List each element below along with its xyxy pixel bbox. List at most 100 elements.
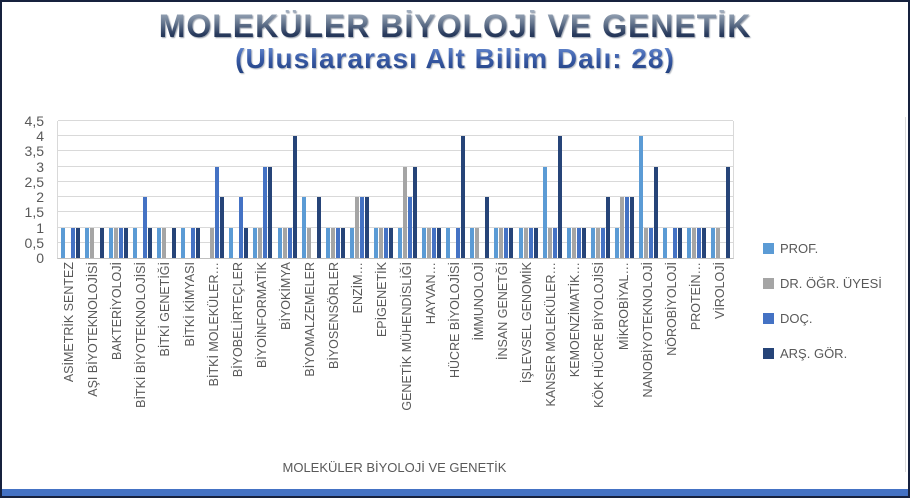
- bar[interactable]: [581, 228, 586, 258]
- bar[interactable]: [413, 167, 418, 258]
- bar[interactable]: [282, 228, 287, 258]
- legend-item[interactable]: PROF.: [763, 241, 882, 256]
- bar[interactable]: [191, 228, 196, 258]
- bar[interactable]: [89, 228, 94, 258]
- bar[interactable]: [287, 228, 292, 258]
- bar[interactable]: [408, 197, 413, 258]
- bar[interactable]: [552, 228, 557, 258]
- bar[interactable]: [422, 228, 427, 258]
- bar[interactable]: [494, 228, 499, 258]
- bar[interactable]: [398, 228, 403, 258]
- bar[interactable]: [340, 228, 345, 258]
- bar[interactable]: [605, 197, 610, 258]
- bar[interactable]: [504, 228, 509, 258]
- bar[interactable]: [113, 228, 118, 258]
- bar[interactable]: [726, 167, 731, 258]
- bar[interactable]: [509, 228, 514, 258]
- bar[interactable]: [123, 228, 128, 258]
- bar[interactable]: [108, 228, 113, 258]
- bar[interactable]: [557, 136, 562, 258]
- bar[interactable]: [301, 197, 306, 258]
- bar[interactable]: [673, 228, 678, 258]
- bar[interactable]: [181, 228, 186, 258]
- bar[interactable]: [373, 228, 378, 258]
- bar[interactable]: [268, 167, 273, 258]
- bar[interactable]: [697, 228, 702, 258]
- bar[interactable]: [620, 197, 624, 258]
- bar[interactable]: [70, 228, 75, 258]
- bar[interactable]: [692, 228, 697, 258]
- bar[interactable]: [687, 228, 692, 258]
- bar[interactable]: [432, 228, 437, 258]
- bar[interactable]: [316, 197, 321, 258]
- bar[interactable]: [595, 228, 600, 258]
- bar[interactable]: [600, 228, 605, 258]
- bar[interactable]: [461, 136, 466, 258]
- bar[interactable]: [99, 228, 104, 258]
- bar[interactable]: [590, 228, 595, 258]
- bar[interactable]: [644, 228, 649, 258]
- bar[interactable]: [533, 228, 538, 258]
- bar[interactable]: [258, 228, 263, 258]
- bar[interactable]: [161, 228, 166, 258]
- bar[interactable]: [132, 228, 137, 258]
- bar[interactable]: [702, 228, 707, 258]
- bar[interactable]: [446, 228, 451, 258]
- bar[interactable]: [239, 197, 244, 258]
- bar[interactable]: [210, 228, 215, 258]
- bar[interactable]: [678, 228, 683, 258]
- bar[interactable]: [354, 197, 359, 258]
- bar[interactable]: [625, 197, 629, 258]
- bar[interactable]: [147, 228, 152, 258]
- bar[interactable]: [475, 228, 480, 258]
- bar[interactable]: [306, 228, 311, 258]
- bar[interactable]: [244, 228, 249, 258]
- bar[interactable]: [359, 197, 364, 258]
- bar[interactable]: [456, 228, 461, 258]
- bar[interactable]: [711, 228, 716, 258]
- bar[interactable]: [649, 228, 654, 258]
- bar[interactable]: [639, 136, 644, 258]
- bar[interactable]: [388, 228, 393, 258]
- bar[interactable]: [253, 228, 258, 258]
- bar[interactable]: [118, 228, 123, 258]
- bar[interactable]: [499, 228, 504, 258]
- bar[interactable]: [325, 228, 330, 258]
- legend-item[interactable]: ARŞ. GÖR.: [763, 346, 882, 361]
- bar[interactable]: [215, 167, 220, 258]
- bar[interactable]: [571, 228, 576, 258]
- bar[interactable]: [437, 228, 442, 258]
- bar[interactable]: [229, 228, 234, 258]
- bar[interactable]: [528, 228, 533, 258]
- bar[interactable]: [654, 167, 659, 258]
- bar[interactable]: [518, 228, 523, 258]
- legend-item[interactable]: DOÇ.: [763, 311, 882, 326]
- bar[interactable]: [630, 197, 634, 258]
- bar[interactable]: [220, 197, 225, 258]
- bar[interactable]: [277, 228, 282, 258]
- bar[interactable]: [292, 136, 297, 258]
- bar[interactable]: [349, 228, 354, 258]
- bar[interactable]: [364, 197, 369, 258]
- bar[interactable]: [196, 228, 201, 258]
- bar[interactable]: [383, 228, 388, 258]
- bar[interactable]: [615, 228, 619, 258]
- bar[interactable]: [330, 228, 335, 258]
- legend-item[interactable]: DR. ÖĞR. ÜYESİ: [763, 276, 882, 291]
- bar[interactable]: [542, 167, 547, 258]
- bar[interactable]: [142, 197, 147, 258]
- bar[interactable]: [485, 197, 490, 258]
- bar[interactable]: [84, 228, 89, 258]
- bar[interactable]: [263, 167, 268, 258]
- bar[interactable]: [156, 228, 161, 258]
- bar[interactable]: [470, 228, 475, 258]
- bar[interactable]: [75, 228, 80, 258]
- bar[interactable]: [335, 228, 340, 258]
- bar[interactable]: [547, 228, 552, 258]
- bar[interactable]: [427, 228, 432, 258]
- bar[interactable]: [663, 228, 668, 258]
- bar[interactable]: [566, 228, 571, 258]
- bar[interactable]: [716, 228, 721, 258]
- bar[interactable]: [576, 228, 581, 258]
- bar[interactable]: [171, 228, 176, 258]
